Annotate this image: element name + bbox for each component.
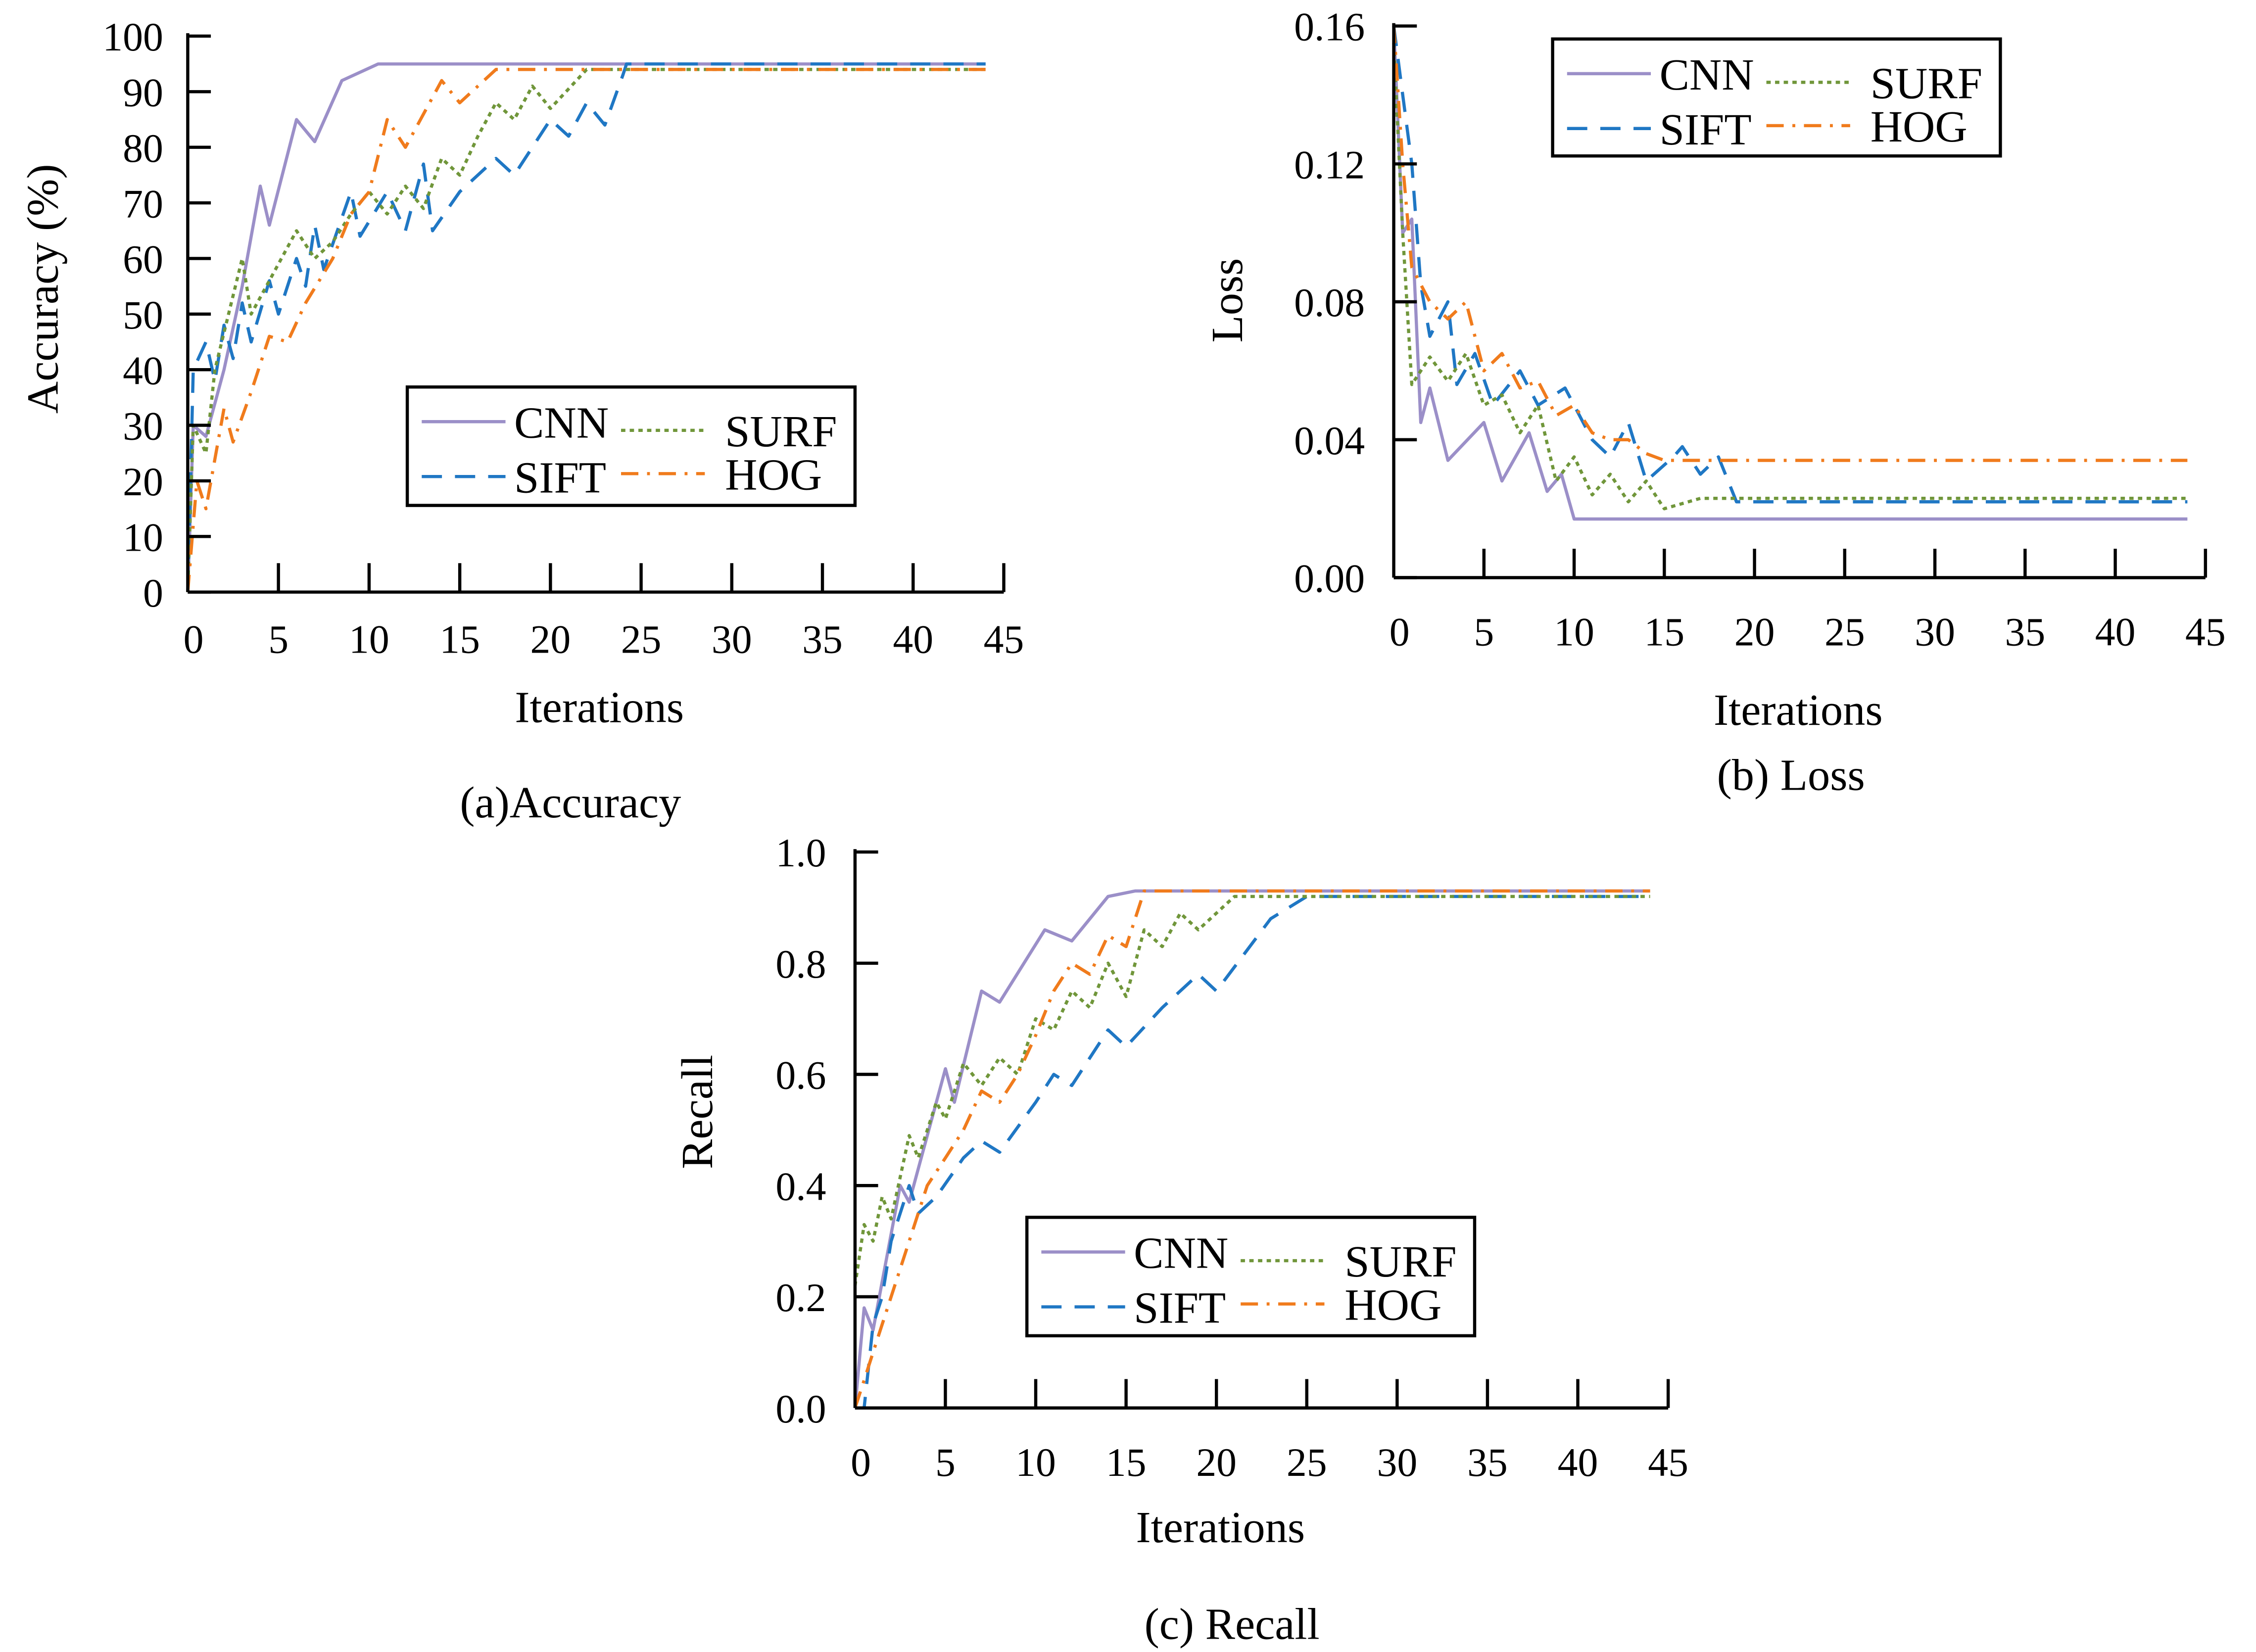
y-axis-label: Recall <box>672 1055 722 1169</box>
y-tick-label: 1.0 <box>775 830 826 875</box>
x-tick-label: 45 <box>1648 1440 1688 1485</box>
legend-label-sift: SIFT <box>1134 1283 1226 1333</box>
x-axis-label: Iterations <box>1136 1502 1305 1552</box>
legend-label-cnn: CNN <box>1660 49 1754 99</box>
y-tick-label: 0.6 <box>775 1053 826 1098</box>
legend-label-surf: SURF <box>1344 1236 1456 1286</box>
y-tick-label: 70 <box>123 181 163 226</box>
legend-box <box>405 385 857 507</box>
x-tick-label: 25 <box>1287 1440 1327 1485</box>
legend: CNN SURF SIFT HOG <box>1025 1216 1477 1338</box>
x-tick-label: 0 <box>1390 610 1410 655</box>
x-tick-label: 5 <box>1474 610 1494 655</box>
y-tick-label: 80 <box>123 126 163 171</box>
x-tick-label: 25 <box>1824 610 1865 655</box>
legend-label-surf: SURF <box>725 406 837 456</box>
legend-label-hog: HOG <box>1344 1280 1441 1330</box>
x-tick-label: 20 <box>530 616 571 661</box>
y-tick-label: 30 <box>123 404 163 449</box>
y-tick-label: 40 <box>123 348 163 393</box>
y-tick-label: 0.0 <box>775 1386 826 1431</box>
series-line-surf <box>1392 43 2188 511</box>
y-tick-label: 60 <box>123 237 163 282</box>
y-tick-label: 90 <box>123 70 163 115</box>
chart-panel-3: 0.0 0.2 0.4 0.6 0.8 1.0 0 5 10 15 20 25 30 35 40 45 Iter… <box>672 830 1688 1649</box>
x-tick-label: 15 <box>1644 610 1684 655</box>
y-tick-label: 20 <box>123 459 163 504</box>
y-tick-label: 0.04 <box>1294 418 1365 463</box>
y-tick-label: 0 <box>143 570 163 615</box>
series-line-hog <box>1392 26 2188 462</box>
x-tick-label: 10 <box>1554 610 1594 655</box>
series-line-surf <box>853 895 1650 1286</box>
x-tick-label: 15 <box>439 616 480 661</box>
x-tick-label: 30 <box>712 616 752 661</box>
series-line-hog <box>853 889 1650 1409</box>
legend: CNN SURF SIFT HOG <box>1551 37 2002 158</box>
y-tick-label: 0.00 <box>1294 556 1365 601</box>
legend-label-surf: SURF <box>1871 58 1982 108</box>
chart-title: (a)Accuracy <box>460 777 681 827</box>
y-tick-label: 50 <box>123 292 163 337</box>
series-line-cnn <box>186 62 986 592</box>
legend: CNN SURF SIFT HOG <box>405 385 857 507</box>
x-tick-label: 15 <box>1106 1440 1147 1485</box>
legend-box <box>1551 37 2002 158</box>
x-tick-label: 25 <box>621 616 662 661</box>
legend-label-sift: SIFT <box>514 452 606 502</box>
x-tick-label: 35 <box>2005 610 2045 655</box>
x-tick-label: 0 <box>851 1440 871 1485</box>
legend-label-hog: HOG <box>1871 101 1968 151</box>
series-line-surf <box>186 68 986 592</box>
series-line-cnn <box>1392 26 2188 521</box>
legend-label-cnn: CNN <box>514 397 609 447</box>
x-tick-label: 40 <box>2095 610 2136 655</box>
x-tick-label: 45 <box>984 616 1024 661</box>
y-tick-label: 0.8 <box>775 942 826 987</box>
series-line-sift <box>1392 26 2188 504</box>
x-tick-label: 35 <box>1467 1440 1508 1485</box>
y-tick-label: 10 <box>123 515 163 560</box>
y-axis-label: Loss <box>1202 258 1252 343</box>
legend-label-sift: SIFT <box>1660 104 1752 154</box>
x-axis-label: Iterations <box>1714 685 1883 735</box>
x-tick-label: 5 <box>935 1440 956 1485</box>
y-tick-label: 0.12 <box>1294 142 1365 187</box>
x-axis-label: Iterations <box>515 682 684 732</box>
chart-panel-1: 0 10 20 30 40 50 60 70 80 90 100 0 5 10 15 20 25 30 35 40 45… <box>18 14 1024 827</box>
series-line-sift <box>186 62 986 592</box>
legend-label-hog: HOG <box>725 449 822 499</box>
x-tick-label: 45 <box>2185 610 2226 655</box>
x-tick-label: 40 <box>893 616 933 661</box>
chart-panel-2: 0.00 0.04 0.08 0.12 0.16 0 5 10 15 20 25 30 35 40 45 It… <box>1202 4 2226 800</box>
x-tick-label: 40 <box>1558 1440 1598 1485</box>
chart-title: (b) Loss <box>1717 750 1865 800</box>
y-tick-label: 0.16 <box>1294 4 1365 49</box>
x-tick-label: 30 <box>1915 610 1955 655</box>
y-tick-label: 0.4 <box>775 1164 826 1209</box>
x-tick-label: 35 <box>802 616 843 661</box>
legend-label-cnn: CNN <box>1134 1228 1228 1278</box>
legend-box <box>1025 1216 1477 1338</box>
y-tick-label: 100 <box>102 14 163 59</box>
series-line-sift <box>855 895 1650 1410</box>
x-tick-label: 0 <box>184 616 204 661</box>
chart-title: (c) Recall <box>1145 1599 1320 1649</box>
x-tick-label: 5 <box>268 616 288 661</box>
series-line-hog <box>186 68 986 592</box>
x-tick-label: 20 <box>1196 1440 1237 1485</box>
x-tick-label: 30 <box>1377 1440 1417 1485</box>
x-tick-label: 10 <box>1015 1440 1056 1485</box>
x-tick-label: 20 <box>1734 610 1775 655</box>
x-tick-label: 10 <box>349 616 389 661</box>
y-tick-label: 0.08 <box>1294 280 1365 325</box>
y-tick-label: 0.2 <box>775 1275 826 1320</box>
y-axis-label: Accuracy (%) <box>18 164 68 414</box>
